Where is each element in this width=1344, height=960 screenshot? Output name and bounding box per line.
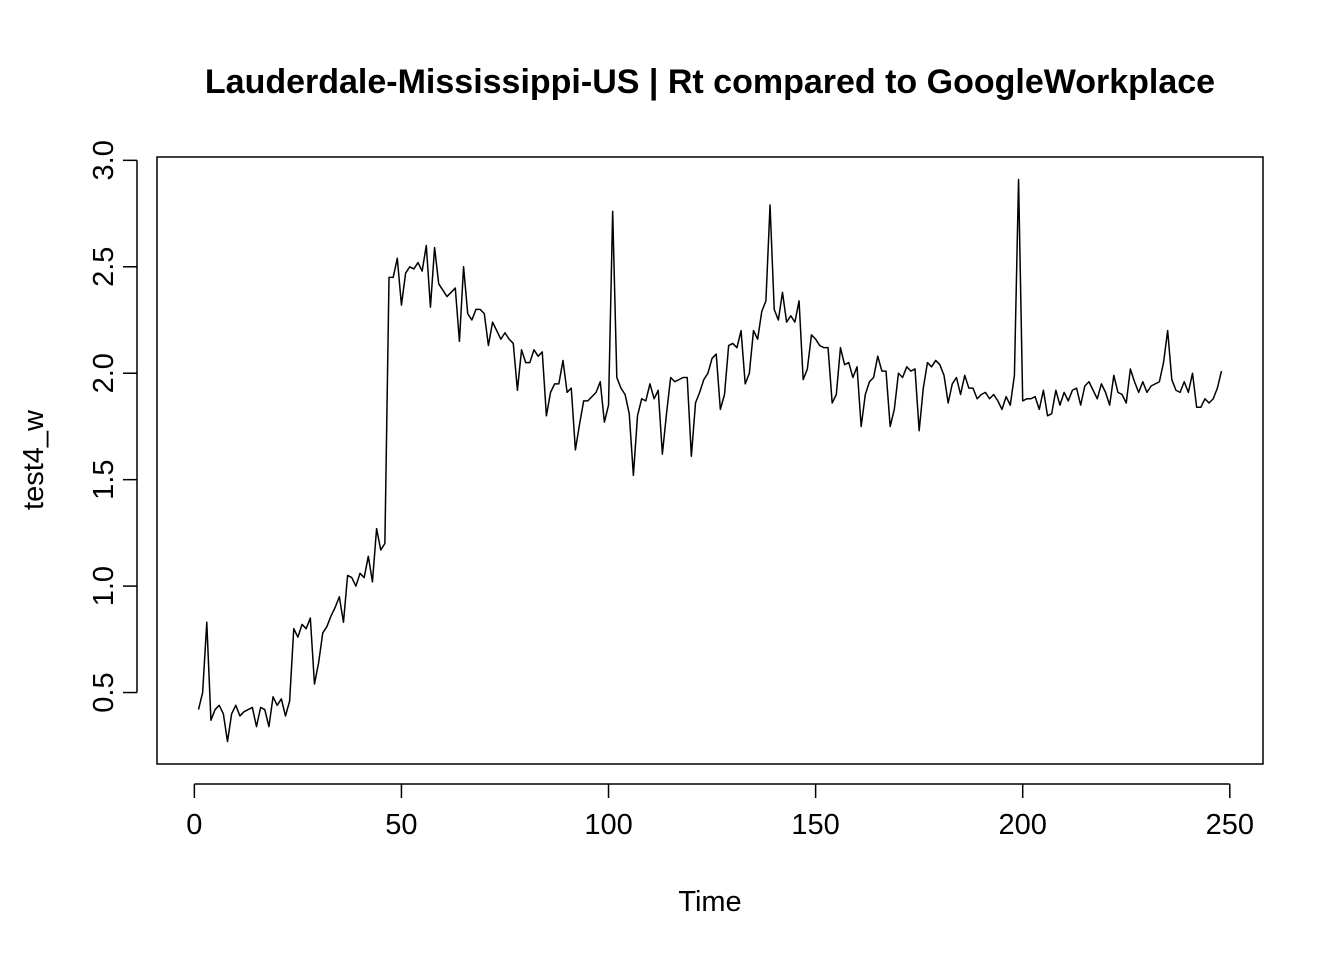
plot-frame bbox=[156, 156, 1264, 765]
x-tick-label: 250 bbox=[1206, 809, 1254, 841]
y-tick-label: 2.0 bbox=[88, 353, 120, 393]
chart-title: Lauderdale-Mississippi-US | Rt compared … bbox=[205, 63, 1215, 101]
x-tick-label: 50 bbox=[385, 809, 417, 841]
y-tick-label: 0.5 bbox=[88, 672, 120, 712]
y-tick-label: 3.0 bbox=[88, 140, 120, 180]
x-tick-label: 200 bbox=[999, 809, 1047, 841]
x-axis-label: Time bbox=[678, 886, 741, 918]
y-tick-label: 1.0 bbox=[88, 566, 120, 606]
y-axis-label: test4_w bbox=[18, 409, 50, 510]
x-axis: 0 50 100 150 200 250 bbox=[186, 783, 1254, 841]
y-tick-label: 2.5 bbox=[88, 247, 120, 287]
y-tick-label: 1.5 bbox=[88, 459, 120, 499]
y-axis: 0.5 1.0 1.5 2.0 2.5 3.0 bbox=[88, 140, 138, 713]
x-tick-label: 100 bbox=[584, 809, 632, 841]
x-tick-label: 150 bbox=[791, 809, 839, 841]
series-line bbox=[197, 178, 1223, 743]
x-tick-label: 0 bbox=[186, 809, 202, 841]
